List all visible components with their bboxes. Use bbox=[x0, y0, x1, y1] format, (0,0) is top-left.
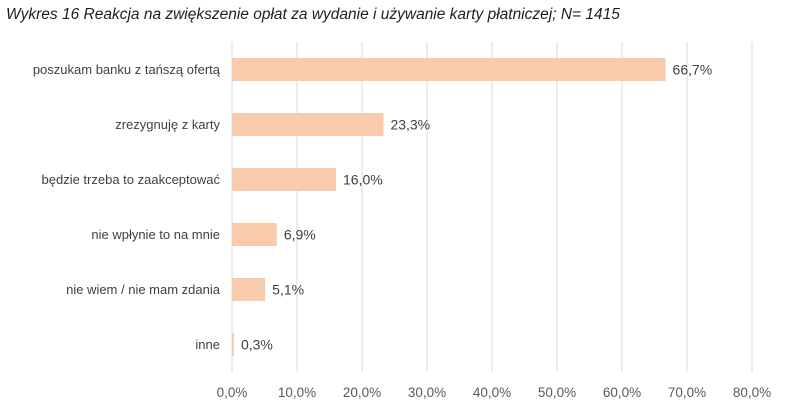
data-label: 0,3% bbox=[241, 337, 273, 353]
x-tick-label: 0,0% bbox=[217, 385, 248, 400]
x-tick-label: 80,0% bbox=[733, 385, 771, 400]
x-tick-label: 70,0% bbox=[668, 385, 706, 400]
bar bbox=[232, 168, 336, 191]
gridlines bbox=[231, 42, 753, 372]
category-label: nie wpłynie to na mnie bbox=[91, 227, 220, 242]
category-label: będzie trzeba to zaakceptować bbox=[42, 172, 221, 187]
bars bbox=[232, 58, 666, 356]
data-label: 5,1% bbox=[272, 282, 304, 298]
labels: 0,0% 10,0% 20,0% 30,0% 40,0% 50,0% 60,0% 70,0% 8… bbox=[33, 62, 771, 401]
category-label: zrezygnuję z karty bbox=[115, 117, 220, 132]
data-label: 23,3% bbox=[390, 117, 430, 133]
chart-title: Wykres 16 Reakcja na zwiększenie opłat z… bbox=[6, 6, 620, 23]
x-tick-label: 10,0% bbox=[278, 385, 316, 400]
category-label: nie wiem / nie mam zdania bbox=[66, 282, 221, 297]
data-label: 6,9% bbox=[284, 227, 316, 243]
x-tick-label: 60,0% bbox=[603, 385, 641, 400]
x-tick-label: 20,0% bbox=[343, 385, 381, 400]
data-label: 16,0% bbox=[343, 172, 383, 188]
x-tick-label: 30,0% bbox=[408, 385, 446, 400]
x-tick-label: 50,0% bbox=[538, 385, 576, 400]
bar bbox=[232, 278, 266, 301]
bar bbox=[232, 333, 234, 356]
bar bbox=[232, 58, 666, 81]
bar bbox=[232, 223, 277, 246]
category-label: inne bbox=[195, 337, 220, 352]
data-label: 66,7% bbox=[673, 62, 713, 78]
category-label: poszukam banku z tańszą ofertą bbox=[33, 62, 221, 77]
bar bbox=[232, 113, 384, 136]
x-tick-label: 40,0% bbox=[473, 385, 511, 400]
